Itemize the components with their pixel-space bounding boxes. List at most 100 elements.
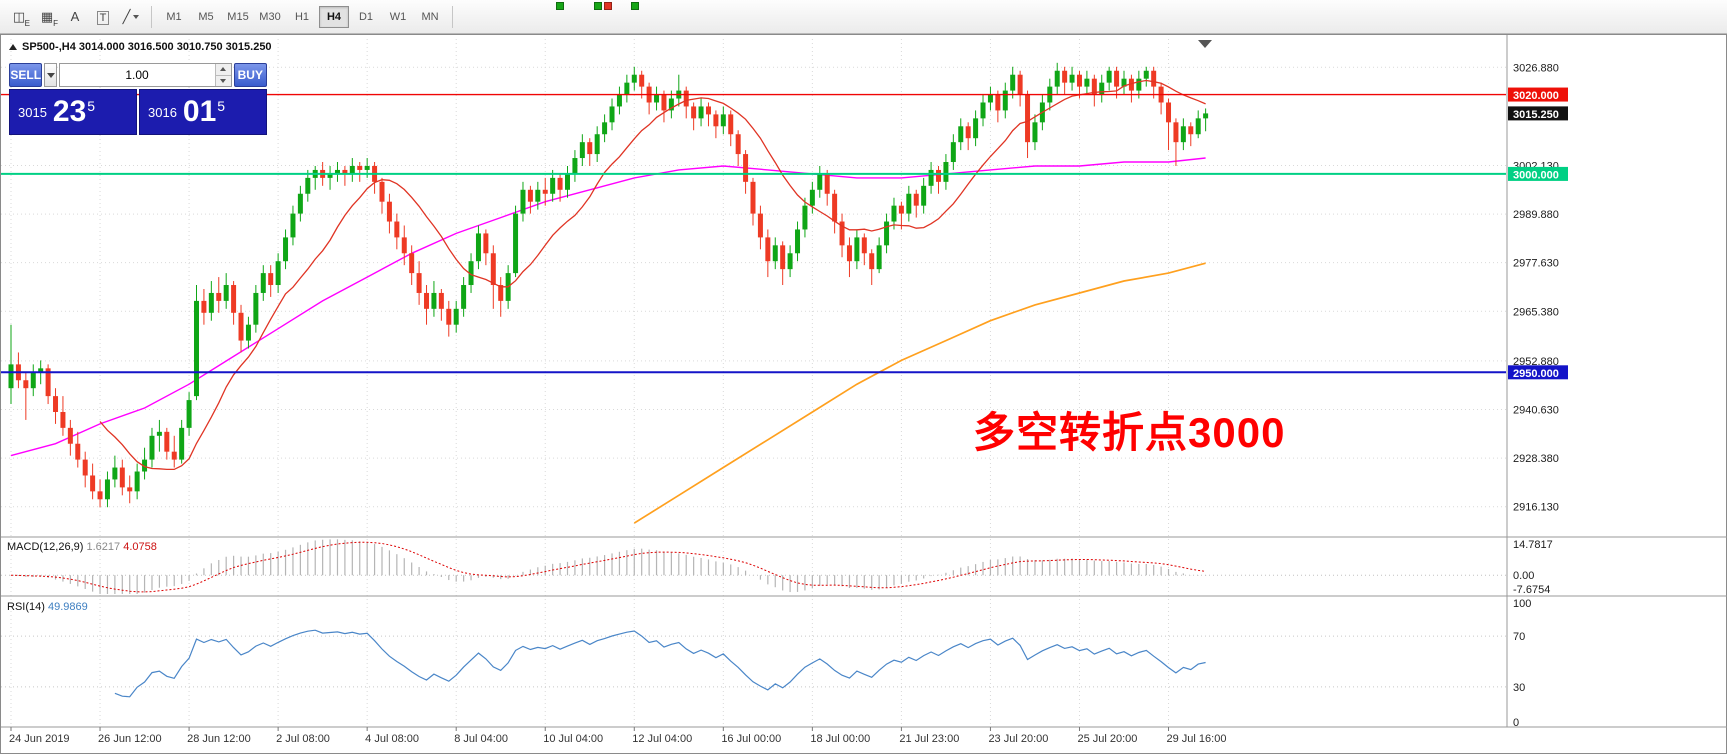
- timeframe-m30-button[interactable]: M30: [255, 6, 285, 28]
- time-axis-label[interactable]: 16 Jul 00:00: [721, 733, 781, 745]
- candle-body: [980, 102, 986, 119]
- candle-body: [342, 169, 348, 174]
- timeframe-d1-button[interactable]: D1: [351, 6, 381, 28]
- candle-body: [290, 213, 296, 238]
- time-axis-label[interactable]: 8 Jul 04:00: [454, 733, 508, 745]
- mini-indicator-icon[interactable]: [594, 2, 602, 10]
- mini-indicator-icon[interactable]: [631, 2, 639, 10]
- time-axis-label[interactable]: 18 Jul 00:00: [810, 733, 870, 745]
- candle-body: [275, 261, 281, 286]
- timeframe-toolbar-group: M1 M5 M15 M30 H1 H4 D1 W1 MN: [159, 5, 445, 28]
- price-scale-label: 2952.880: [1513, 356, 1559, 368]
- time-axis-label[interactable]: 12 Jul 04:00: [632, 733, 692, 745]
- candle-body: [97, 491, 103, 500]
- candle-body: [431, 292, 437, 309]
- timeframe-m1-button[interactable]: M1: [159, 6, 189, 28]
- time-axis-label[interactable]: 25 Jul 20:00: [1077, 733, 1137, 745]
- bid-price-display[interactable]: 3015 23 5: [9, 89, 137, 135]
- drawing-tools-icon[interactable]: ╱: [118, 5, 144, 29]
- one-click-collapse-icon[interactable]: [9, 44, 17, 50]
- candle-body: [327, 173, 333, 178]
- time-axis-label[interactable]: 28 Jun 12:00: [187, 733, 251, 745]
- time-axis-label[interactable]: 26 Jun 12:00: [98, 733, 162, 745]
- volume-increase-button[interactable]: [215, 64, 231, 76]
- candle-body: [446, 308, 452, 325]
- charts-window-icon[interactable]: ◫ E: [6, 5, 32, 29]
- candle-body: [253, 292, 259, 325]
- label-tool-icon[interactable]: A: [62, 5, 88, 29]
- timeframe-w1-button[interactable]: W1: [383, 6, 413, 28]
- candle-body: [854, 237, 860, 262]
- candle-body: [386, 201, 392, 222]
- timeframe-mn-button[interactable]: MN: [415, 6, 445, 28]
- candle-body: [824, 173, 830, 194]
- candle-body: [520, 189, 526, 214]
- chart-shift-marker[interactable]: [1198, 40, 1212, 48]
- candle-body: [1076, 74, 1082, 87]
- candle-body: [297, 193, 303, 214]
- price-badge-label: 3015.250: [1513, 109, 1559, 121]
- candle-body: [453, 308, 459, 325]
- mini-indicator-icon[interactable]: [556, 2, 564, 10]
- candle-body: [424, 292, 430, 309]
- bid-price-major: 3015: [18, 104, 47, 120]
- chart-profiles-icon[interactable]: ▦ F: [34, 5, 60, 29]
- candle-body: [1010, 74, 1016, 91]
- candle-body: [869, 253, 875, 270]
- price-badge: [1508, 365, 1568, 380]
- rsi-label: RSI(14): [7, 601, 45, 613]
- candle-body: [757, 213, 763, 238]
- candle-body: [683, 90, 689, 107]
- candle-body: [668, 98, 674, 111]
- time-axis-label[interactable]: 21 Jul 23:00: [899, 733, 959, 745]
- candle-body: [639, 74, 645, 87]
- candle-body: [943, 162, 949, 182]
- candle-body: [542, 189, 548, 194]
- candle-body: [127, 487, 133, 492]
- candle-body: [67, 427, 73, 444]
- volume-dropdown-button[interactable]: [44, 63, 57, 87]
- candle-body: [334, 169, 340, 174]
- timeframe-m15-button[interactable]: M15: [223, 6, 253, 28]
- bid-price-pipette: 5: [87, 98, 96, 114]
- candle-body: [394, 221, 400, 238]
- candle-body: [928, 169, 934, 186]
- ask-price-pipette: 5: [217, 98, 226, 114]
- buy-button[interactable]: BUY: [233, 63, 268, 87]
- sell-button[interactable]: SELL: [9, 63, 43, 87]
- time-axis-label[interactable]: 2 Jul 08:00: [276, 733, 330, 745]
- timeframe-h4-button[interactable]: H4: [319, 5, 349, 28]
- price-badge: [1508, 87, 1568, 102]
- candle-body: [134, 471, 140, 492]
- volume-decrease-button[interactable]: [215, 75, 231, 86]
- candle-body: [772, 245, 778, 262]
- ask-price-display[interactable]: 3016 01 5: [139, 89, 267, 135]
- candle-body: [705, 106, 711, 115]
- candle-body: [231, 285, 237, 313]
- text-tool-icon[interactable]: T: [90, 5, 116, 29]
- time-axis-label[interactable]: 10 Jul 04:00: [543, 733, 603, 745]
- triangle-down-icon: [220, 78, 227, 83]
- time-axis-label[interactable]: 24 Jun 2019: [9, 733, 70, 745]
- macd-signal-value: 4.0758: [123, 541, 157, 553]
- candle-body: [1032, 122, 1038, 143]
- volume-field: [58, 63, 232, 87]
- candle-body: [490, 253, 496, 286]
- candle-body: [720, 114, 726, 127]
- candle-body: [1084, 78, 1090, 87]
- timeframe-m5-button[interactable]: M5: [191, 6, 221, 28]
- time-axis-label[interactable]: 23 Jul 20:00: [988, 733, 1048, 745]
- drawing-toolbar-group: ◫ E ▦ F A T ╱: [6, 5, 144, 29]
- timeframe-h1-button[interactable]: H1: [287, 6, 317, 28]
- candle-body: [832, 193, 838, 222]
- time-axis-label[interactable]: 4 Jul 08:00: [365, 733, 419, 745]
- time-axis-label[interactable]: 29 Jul 16:00: [1167, 733, 1227, 745]
- mini-indicator-icon[interactable]: [604, 2, 612, 10]
- price-chart-canvas[interactable]: 3026.8803002.1302989.8802977.6302965.380…: [1, 35, 1727, 754]
- candle-body: [201, 300, 207, 313]
- candle-body: [179, 427, 185, 460]
- candle-body: [616, 94, 622, 107]
- indicator-scale-label: 30: [1513, 682, 1525, 694]
- candle-body: [535, 189, 541, 202]
- volume-input[interactable]: [59, 64, 215, 86]
